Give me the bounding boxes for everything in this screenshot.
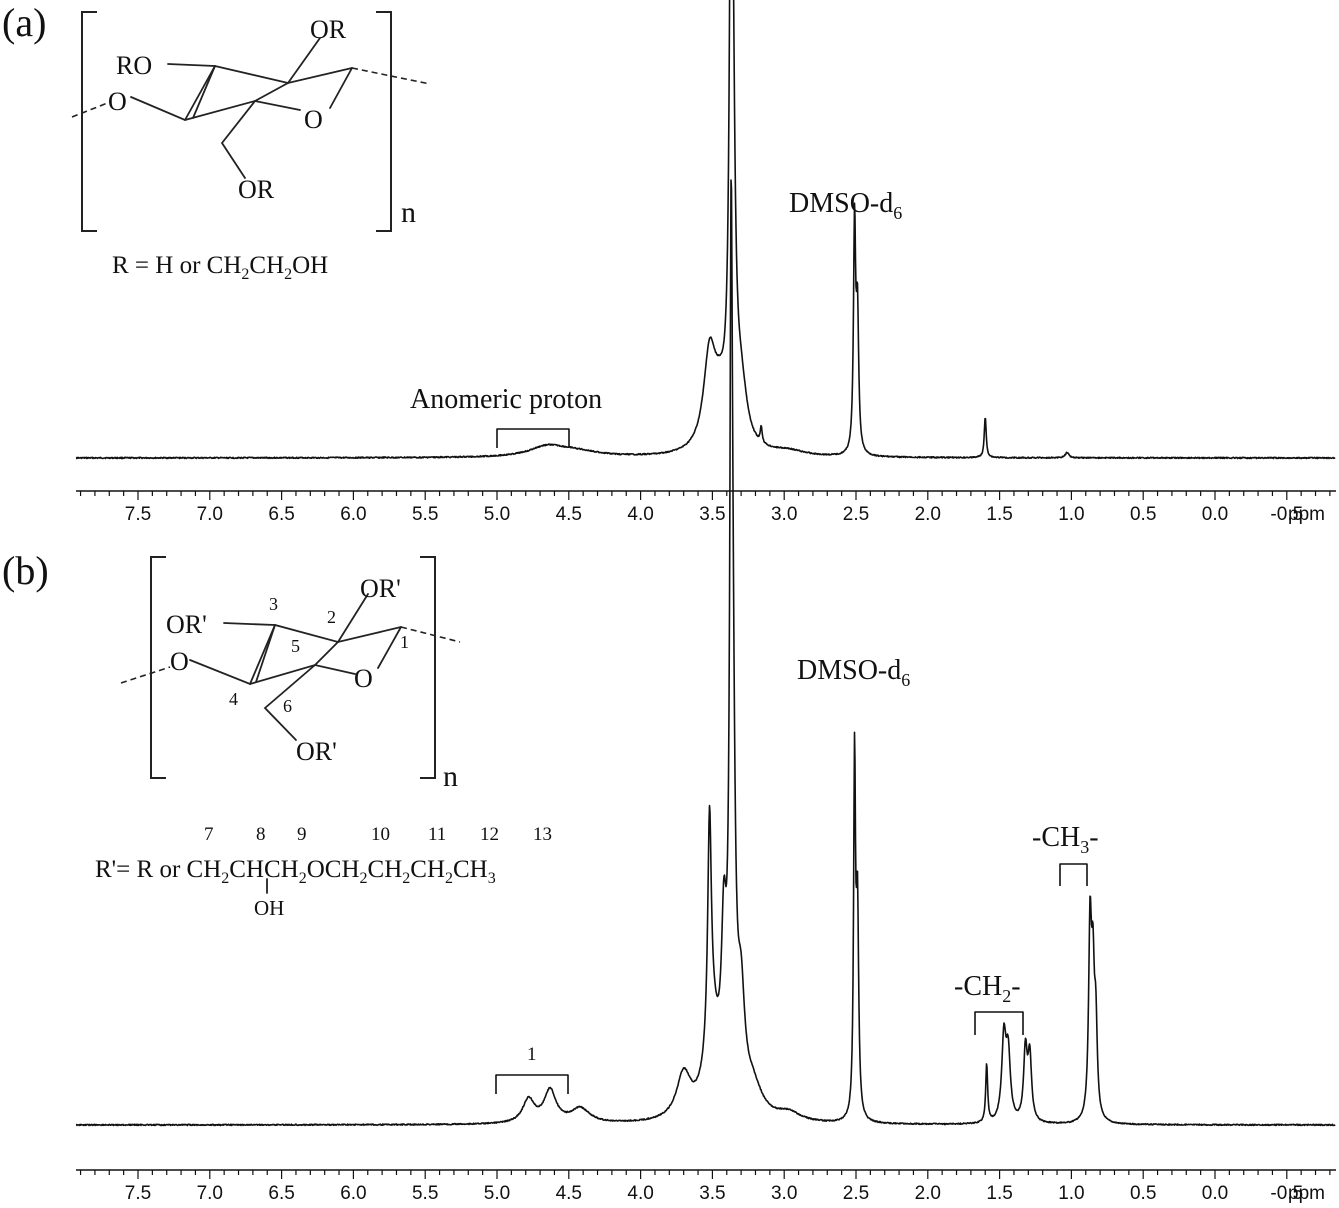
tick-label: 4.0 — [627, 504, 653, 525]
atom-number-3: 3 — [269, 594, 278, 614]
tick-label: 7.0 — [197, 1183, 223, 1204]
tick-label: 4.0 — [627, 1183, 653, 1204]
panel-label-b: (b) — [2, 548, 49, 593]
chain-number-7: 7 — [204, 824, 214, 845]
x-axis-a: 7.5 7.0 6.5 6.0 5.5 5.0 4.5 4.0 3.5 3.0 2.5 2.0 1.5 1… — [76, 490, 1336, 525]
structure-a-sub-3: O — [108, 87, 127, 116]
tick-label: 5.5 — [412, 1183, 438, 1204]
spectrum-trace-a — [75, 0, 1336, 460]
atom-number-5: 5 — [291, 636, 300, 656]
structure-a-sub-1: OR — [310, 15, 347, 44]
chain-number-11: 11 — [428, 824, 446, 845]
chain-number-10: 10 — [371, 824, 390, 845]
tick-label: 5.0 — [484, 1183, 510, 1204]
atom-number-6: 6 — [283, 696, 292, 716]
tick-label: 3.0 — [771, 504, 797, 525]
structure-b-caption: R'= R or CH2CHCH2OCH2CH2CH2CH3 — [95, 856, 496, 887]
structure-a-sub-2: RO — [116, 51, 152, 80]
annotation-ch3-label: -CH3- — [1032, 822, 1099, 857]
chain-number-12: 12 — [480, 824, 499, 845]
tick-label: 3.5 — [699, 504, 725, 525]
tick-label: 0.0 — [1202, 1183, 1228, 1204]
structure-b: OR' OR' O O OR' 1 2 3 4 5 6 n 7 8 9 10 1… — [95, 556, 552, 920]
spectrum-trace-b — [75, 179, 1336, 1127]
tick-label: 2.0 — [915, 504, 941, 525]
atom-number-4: 4 — [229, 689, 238, 709]
chain-number-8: 8 — [256, 824, 266, 845]
tick-label: 1.5 — [986, 1183, 1012, 1204]
tick-label: 2.5 — [843, 504, 869, 525]
structure-b-sub-4: O — [354, 664, 373, 693]
annotation-dmso-a: DMSO-d6 — [789, 188, 902, 223]
tick-label: 2.5 — [843, 1183, 869, 1204]
structure-a: OR RO O O OR n R = H or CH2CH2OH — [71, 11, 431, 283]
tick-label: 1.0 — [1058, 1183, 1084, 1204]
tick-label: 6.5 — [268, 1183, 294, 1204]
axis-unit-label: ppm — [1288, 1183, 1325, 1204]
annotation-h1: 1 — [495, 1044, 569, 1094]
panel-b: (b) OR' OR' O O OR' 1 2 3 4 5 6 n — [2, 179, 1336, 1204]
tick-label: -0.5 — [1270, 1183, 1303, 1204]
tick-label: 0.0 — [1202, 504, 1228, 525]
tick-label: 7.0 — [197, 504, 223, 525]
chain-number-13: 13 — [533, 824, 552, 845]
tick-label: 4.5 — [556, 1183, 582, 1204]
tick-label: 0.5 — [1130, 504, 1156, 525]
tick-label: 5.0 — [484, 504, 510, 525]
tick-label: 2.0 — [915, 1183, 941, 1204]
tick-label: 1.5 — [986, 504, 1012, 525]
tick-label: -0.5 — [1270, 504, 1303, 525]
structure-a-sub-5: OR — [238, 175, 275, 204]
annotation-h1-label: 1 — [527, 1044, 537, 1065]
structure-b-sub-2: OR' — [166, 610, 207, 639]
annotation-anomeric: Anomeric proton — [410, 384, 602, 448]
structure-a-repeat: n — [401, 196, 416, 229]
structure-a-sub-4: O — [304, 105, 323, 134]
annotation-ch2: -CH2- — [954, 971, 1024, 1035]
structure-b-sub-5: OR' — [296, 737, 337, 766]
x-axis-b: 7.5 7.0 6.5 6.0 5.5 5.0 4.5 4.0 3.5 3.0 2.5 2.0 1.5 1… — [76, 1169, 1336, 1204]
tick-label: 1.0 — [1058, 504, 1084, 525]
annotation-dmso-b: DMSO-d6 — [797, 655, 910, 690]
tick-label: 6.0 — [340, 1183, 366, 1204]
annotation-ch2-label: -CH2- — [954, 971, 1021, 1006]
structure-b-branch: OH — [254, 896, 284, 920]
tick-label: 6.5 — [268, 504, 294, 525]
tick-label: 4.5 — [556, 504, 582, 525]
structure-b-repeat: n — [443, 760, 458, 793]
tick-label: 3.5 — [699, 1183, 725, 1204]
axis-unit-label: ppm — [1288, 504, 1325, 525]
tick-label: 5.5 — [412, 504, 438, 525]
structure-b-sub-3: O — [170, 647, 189, 676]
atom-number-2: 2 — [327, 607, 336, 627]
spectrum-b — [75, 179, 1336, 1127]
panel-a: (a) OR RO O O OR n R = H or CH2CH2OH — [2, 0, 1336, 525]
atom-number-1: 1 — [400, 632, 409, 652]
tick-label: 0.5 — [1130, 1183, 1156, 1204]
tick-label: 6.0 — [340, 504, 366, 525]
spectrum-a — [75, 0, 1336, 460]
chain-number-9: 9 — [297, 824, 307, 845]
structure-b-sub-1: OR' — [360, 574, 401, 603]
panel-label-a: (a) — [2, 0, 46, 45]
tick-label: 7.5 — [125, 1183, 151, 1204]
annotation-anomeric-label: Anomeric proton — [410, 384, 602, 415]
tick-label: 7.5 — [125, 504, 151, 525]
annotation-ch3: -CH3- — [1032, 822, 1099, 886]
tick-label: 3.0 — [771, 1183, 797, 1204]
structure-a-caption: R = H or CH2CH2OH — [112, 252, 328, 283]
